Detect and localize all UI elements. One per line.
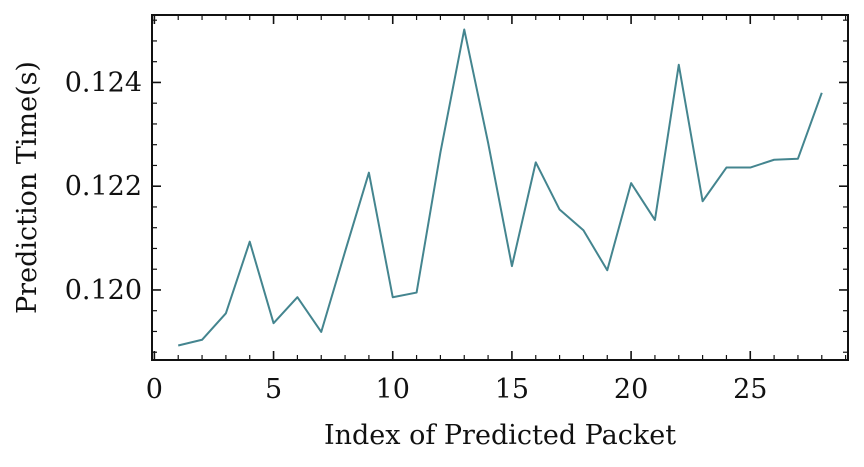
- x-tick-label: 25: [733, 374, 767, 405]
- y-axis-label: Prediction Time(s): [12, 61, 43, 314]
- x-tick-label: 5: [265, 374, 282, 405]
- plot-frame: [151, 14, 849, 361]
- y-tick-label: 0.124: [65, 67, 142, 98]
- x-tick-label: 20: [614, 374, 648, 405]
- x-tick-label: 0: [146, 374, 163, 405]
- x-tick-labels: 0 5 10 15 20 25: [146, 374, 768, 405]
- x-tick-label: 15: [495, 374, 529, 405]
- y-tick-label: 0.122: [65, 171, 142, 202]
- y-tick-label: 0.120: [65, 275, 142, 306]
- series-line: [177, 28, 823, 347]
- series-layer: [177, 28, 823, 347]
- x-axis-label: Index of Predicted Packet: [324, 420, 676, 451]
- x-tick-label: 10: [376, 374, 410, 405]
- major-ticks: [152, 15, 848, 360]
- y-tick-labels: 0.120 0.122 0.124: [65, 67, 142, 306]
